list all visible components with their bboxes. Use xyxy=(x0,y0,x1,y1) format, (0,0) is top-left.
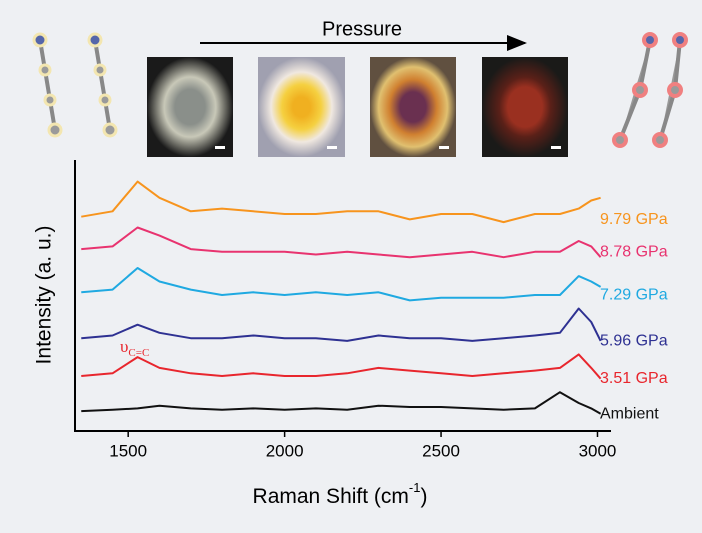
x-axis-label: Raman Shift (cm-1) xyxy=(253,480,428,507)
legend-label: 7.29 GPa xyxy=(600,287,668,304)
x-label-suffix: ) xyxy=(420,485,427,508)
chart-title: Pressure xyxy=(322,18,402,40)
legend-label: 3.51 GPa xyxy=(600,370,668,387)
annotation-symbol: υ xyxy=(120,337,128,356)
x-tick-label: 3000 xyxy=(579,441,617,460)
x-tick-label: 2500 xyxy=(422,441,460,460)
x-label-text: Raman Shift (cm xyxy=(253,485,409,508)
x-tick-label: 2000 xyxy=(266,441,304,460)
chart: Pressure Intensity (a. u.) Raman Shift (… xyxy=(0,0,702,533)
legend-label: 9.79 GPa xyxy=(600,211,668,228)
y-axis-label: Intensity (a. u.) xyxy=(33,226,56,365)
x-tick-label: 1500 xyxy=(109,441,147,460)
legend-label: 8.78 GPa xyxy=(600,243,668,260)
legend-label: 5.96 GPa xyxy=(600,332,668,349)
legend-label: Ambient xyxy=(600,405,659,422)
x-label-sup: -1 xyxy=(409,480,421,495)
